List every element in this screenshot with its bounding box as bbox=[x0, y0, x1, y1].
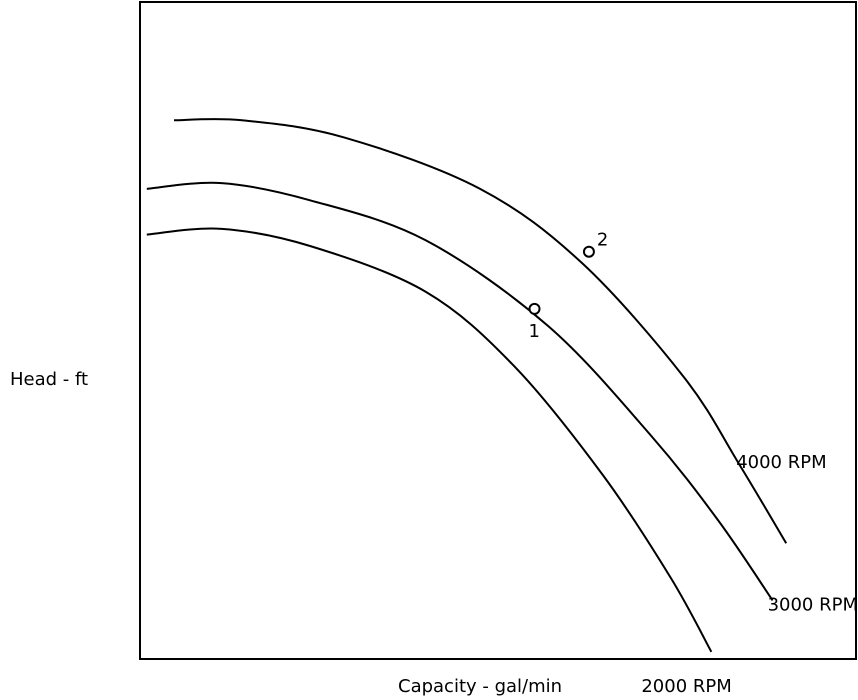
series-line-3000-rpm bbox=[146, 181, 774, 601]
operating-point-2 bbox=[582, 245, 595, 258]
y-axis-label: Head - ft bbox=[10, 369, 88, 390]
operating-point-label-2: 2 bbox=[597, 230, 608, 251]
points-group bbox=[528, 245, 595, 315]
operating-point-label-1: 1 bbox=[529, 321, 540, 342]
series-label-3000-rpm: 3000 RPM bbox=[768, 594, 858, 615]
series-line-4000-rpm bbox=[174, 117, 788, 544]
series-line-2000-rpm bbox=[146, 227, 713, 653]
labels-group: 4000 RPM 3000 RPM 2000 RPM 1 2 bbox=[529, 230, 858, 697]
plot-frame bbox=[139, 1, 857, 660]
x-axis-label: Capacity - gal/min bbox=[398, 676, 562, 697]
operating-point-1 bbox=[528, 302, 541, 315]
curves-group bbox=[146, 117, 788, 653]
series-label-2000-rpm: 2000 RPM bbox=[641, 676, 731, 697]
series-label-4000-rpm: 4000 RPM bbox=[736, 452, 826, 473]
